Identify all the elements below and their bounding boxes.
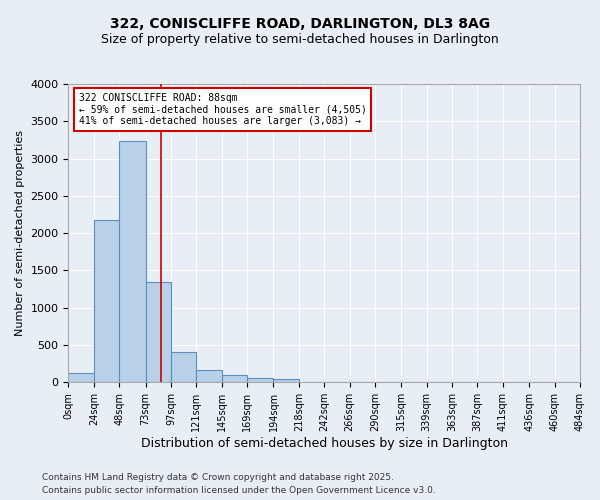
Bar (274, 379, 299, 382)
Bar (94, 220, 119, 382)
Text: Size of property relative to semi-detached houses in Darlington: Size of property relative to semi-detach… (101, 32, 499, 46)
Bar (119, 142, 146, 382)
Text: Contains HM Land Registry data © Crown copyright and database right 2025.: Contains HM Land Registry data © Crown c… (42, 474, 394, 482)
Text: 322, CONISCLIFFE ROAD, DARLINGTON, DL3 8AG: 322, CONISCLIFFE ROAD, DARLINGTON, DL3 8… (110, 18, 490, 32)
Bar (171, 352, 196, 382)
Bar (146, 282, 171, 382)
Bar (68, 374, 94, 382)
X-axis label: Distribution of semi-detached houses by size in Darlington: Distribution of semi-detached houses by … (141, 437, 508, 450)
Text: Contains public sector information licensed under the Open Government Licence v3: Contains public sector information licen… (42, 486, 436, 495)
Bar (221, 375, 247, 382)
Text: 322 CONISCLIFFE ROAD: 88sqm
← 59% of semi-detached houses are smaller (4,505)
41: 322 CONISCLIFFE ROAD: 88sqm ← 59% of sem… (79, 93, 367, 126)
Y-axis label: Number of semi-detached properties: Number of semi-detached properties (15, 130, 25, 336)
Bar (247, 378, 274, 382)
Bar (196, 370, 221, 382)
